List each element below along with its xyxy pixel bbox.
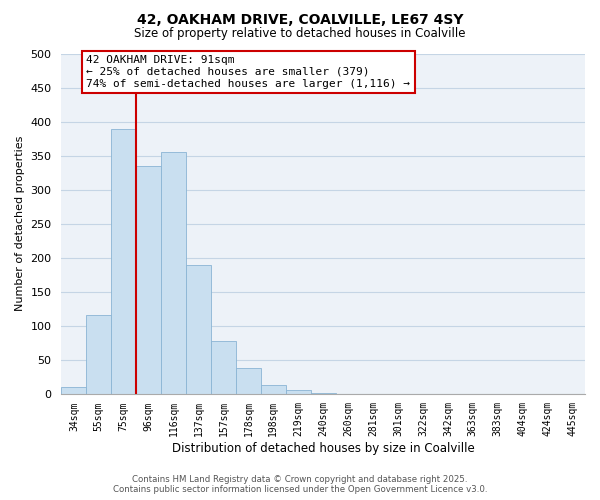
Bar — [211, 340, 236, 394]
X-axis label: Distribution of detached houses by size in Coalville: Distribution of detached houses by size … — [172, 442, 475, 455]
Text: 42 OAKHAM DRIVE: 91sqm
← 25% of detached houses are smaller (379)
74% of semi-de: 42 OAKHAM DRIVE: 91sqm ← 25% of detached… — [86, 56, 410, 88]
Text: Size of property relative to detached houses in Coalville: Size of property relative to detached ho… — [134, 28, 466, 40]
Text: 42, OAKHAM DRIVE, COALVILLE, LE67 4SY: 42, OAKHAM DRIVE, COALVILLE, LE67 4SY — [137, 12, 463, 26]
Bar — [111, 128, 136, 394]
Bar — [61, 387, 86, 394]
Y-axis label: Number of detached properties: Number of detached properties — [15, 136, 25, 312]
Bar — [86, 316, 111, 394]
Bar — [286, 390, 311, 394]
Bar — [186, 264, 211, 394]
Bar — [311, 393, 335, 394]
Text: Contains HM Land Registry data © Crown copyright and database right 2025.
Contai: Contains HM Land Registry data © Crown c… — [113, 474, 487, 494]
Bar — [261, 386, 286, 394]
Bar — [236, 368, 261, 394]
Bar — [161, 152, 186, 394]
Bar — [136, 166, 161, 394]
